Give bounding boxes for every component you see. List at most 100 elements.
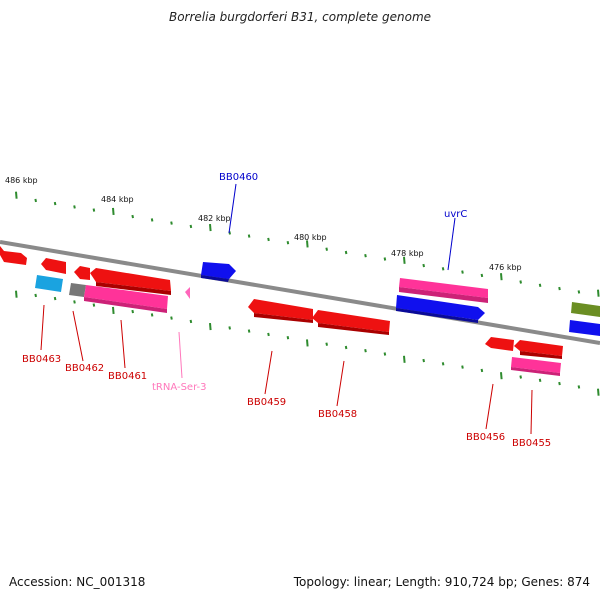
- label-bb0462: BB0462: [65, 363, 104, 374]
- tick-mark: [538, 378, 542, 382]
- lower-tick-track: [15, 290, 600, 396]
- tick-mark: [92, 303, 96, 307]
- leader-uvrc: [447, 217, 456, 271]
- tick-mark: [383, 257, 387, 261]
- kbp-label-484: 484 kbp: [101, 195, 134, 204]
- tick-mark: [92, 208, 96, 212]
- label-bb0463: BB0463: [22, 354, 61, 365]
- gene-olive-right[interactable]: [571, 302, 600, 317]
- label-bb0459: BB0459: [247, 397, 286, 408]
- gene-bb0459[interactable]: [248, 299, 313, 323]
- tick-mark: [53, 201, 57, 206]
- tick-mark: [480, 273, 484, 278]
- tick-mark: [73, 300, 76, 304]
- kbp-label-476: 476 kbp: [489, 263, 522, 272]
- tick-mark: [519, 280, 522, 284]
- tick-mark: [34, 198, 37, 203]
- gene-trna-ser-3[interactable]: [185, 287, 190, 299]
- leader-bb0459: [264, 350, 273, 395]
- tick-mark: [131, 214, 134, 219]
- tick-mark: [170, 316, 173, 320]
- leader-bb0463: [40, 304, 45, 351]
- tick-mark: [73, 205, 76, 209]
- label-bb0458: BB0458: [318, 409, 357, 420]
- tick-mark: [538, 283, 542, 287]
- tick-mark: [112, 306, 115, 314]
- tick-mark: [558, 381, 561, 386]
- leader-trna: [178, 331, 183, 379]
- gene-red-bb0461[interactable]: [90, 268, 171, 295]
- map-title: Borrelia burgdorferi B31, complete genom…: [168, 10, 432, 24]
- tick-mark: [403, 256, 406, 264]
- tick-mark: [422, 358, 425, 363]
- gene-cyan[interactable]: [35, 275, 63, 292]
- tick-mark: [597, 388, 600, 396]
- label-bb0460: BB0460: [219, 172, 258, 183]
- tick-mark: [306, 339, 309, 347]
- label-bb0456: BB0456: [466, 432, 505, 443]
- label-bb0455: BB0455: [512, 438, 551, 449]
- tick-mark: [131, 309, 134, 314]
- gene-red-left-2[interactable]: [41, 258, 66, 274]
- tick-mark: [150, 313, 154, 317]
- tick-mark: [34, 293, 37, 298]
- label-trna-ser-3: tRNA-Ser-3: [152, 382, 207, 393]
- gene-bb0456[interactable]: [485, 337, 514, 351]
- tick-mark: [286, 241, 290, 245]
- tick-mark: [597, 289, 600, 297]
- tick-mark: [519, 375, 522, 379]
- gene-red-left-1[interactable]: [0, 246, 27, 265]
- tick-mark: [15, 290, 18, 298]
- tick-mark: [403, 355, 406, 363]
- leader-bb0462: [72, 310, 84, 362]
- tick-mark: [422, 263, 425, 268]
- kbp-label-478: 478 kbp: [391, 249, 424, 258]
- tick-mark: [189, 224, 193, 229]
- tick-mark: [189, 319, 193, 324]
- gene-magenta-bb0461[interactable]: [84, 285, 168, 313]
- tick-mark: [247, 329, 251, 333]
- gene-bb0455-red[interactable]: [514, 340, 563, 359]
- tick-mark: [209, 323, 212, 331]
- leader-bb0458: [336, 360, 345, 407]
- tick-mark: [441, 362, 445, 366]
- tick-mark: [286, 336, 290, 340]
- leader-bb0461: [120, 319, 126, 369]
- tick-mark: [441, 267, 445, 271]
- label-uvrc: uvrC: [444, 209, 467, 220]
- tick-mark: [228, 326, 231, 330]
- gene-red-bb0462[interactable]: [74, 266, 90, 280]
- tick-mark: [112, 207, 115, 215]
- tick-mark: [364, 349, 367, 353]
- tick-mark: [480, 368, 484, 373]
- tick-mark: [461, 365, 464, 369]
- kbp-label-482: 482 kbp: [198, 214, 231, 223]
- gene-uvrc[interactable]: [396, 295, 485, 323]
- leader-bb0456: [485, 383, 494, 430]
- gene-bb0458[interactable]: [312, 310, 390, 335]
- gene-bb0460[interactable]: [201, 262, 236, 282]
- tick-mark: [150, 218, 154, 222]
- tick-mark: [500, 273, 503, 281]
- tick-mark: [209, 224, 212, 232]
- kbp-label-480: 480 kbp: [294, 233, 327, 242]
- leader-bb0455: [530, 389, 533, 435]
- gene-bb0455-magenta[interactable]: [511, 357, 561, 376]
- tick-mark: [577, 290, 581, 294]
- tick-mark: [461, 270, 464, 274]
- tick-mark: [344, 345, 348, 350]
- tick-mark: [383, 352, 387, 356]
- tick-mark: [364, 254, 367, 258]
- tick-mark: [558, 286, 561, 291]
- tick-mark: [325, 342, 328, 346]
- gene-blue-right[interactable]: [569, 320, 600, 336]
- gene-uvrc-magenta[interactable]: [399, 278, 488, 303]
- genome-summary-text: Topology: linear; Length: 910,724 bp; Ge…: [293, 575, 590, 589]
- label-bb0461: BB0461: [108, 371, 147, 382]
- tick-mark: [306, 240, 309, 248]
- tick-mark: [15, 191, 18, 199]
- tick-mark: [247, 234, 251, 238]
- gene-gray[interactable]: [69, 283, 86, 297]
- leader-bb0460: [228, 183, 237, 234]
